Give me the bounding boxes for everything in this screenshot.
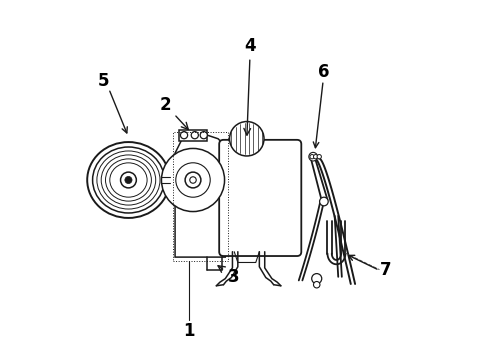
Circle shape xyxy=(176,163,210,197)
Text: 2: 2 xyxy=(160,96,188,130)
Text: 3: 3 xyxy=(218,266,239,286)
Circle shape xyxy=(180,132,188,139)
Text: 5: 5 xyxy=(98,72,109,90)
Circle shape xyxy=(309,152,318,161)
Circle shape xyxy=(191,132,198,139)
Circle shape xyxy=(121,172,136,188)
Text: 7: 7 xyxy=(380,261,392,279)
Circle shape xyxy=(161,148,224,212)
Circle shape xyxy=(310,154,314,159)
FancyBboxPatch shape xyxy=(219,140,301,256)
Circle shape xyxy=(125,176,132,184)
Circle shape xyxy=(190,177,196,183)
Polygon shape xyxy=(179,130,207,140)
Circle shape xyxy=(314,154,318,159)
Circle shape xyxy=(314,282,320,288)
Text: 6: 6 xyxy=(318,63,330,81)
Text: 4: 4 xyxy=(244,36,256,135)
Circle shape xyxy=(185,172,201,188)
Circle shape xyxy=(200,132,207,139)
Circle shape xyxy=(317,154,321,159)
Circle shape xyxy=(230,122,264,156)
Circle shape xyxy=(319,197,328,206)
Text: 1: 1 xyxy=(184,322,195,340)
Polygon shape xyxy=(175,135,225,257)
Circle shape xyxy=(312,274,322,284)
